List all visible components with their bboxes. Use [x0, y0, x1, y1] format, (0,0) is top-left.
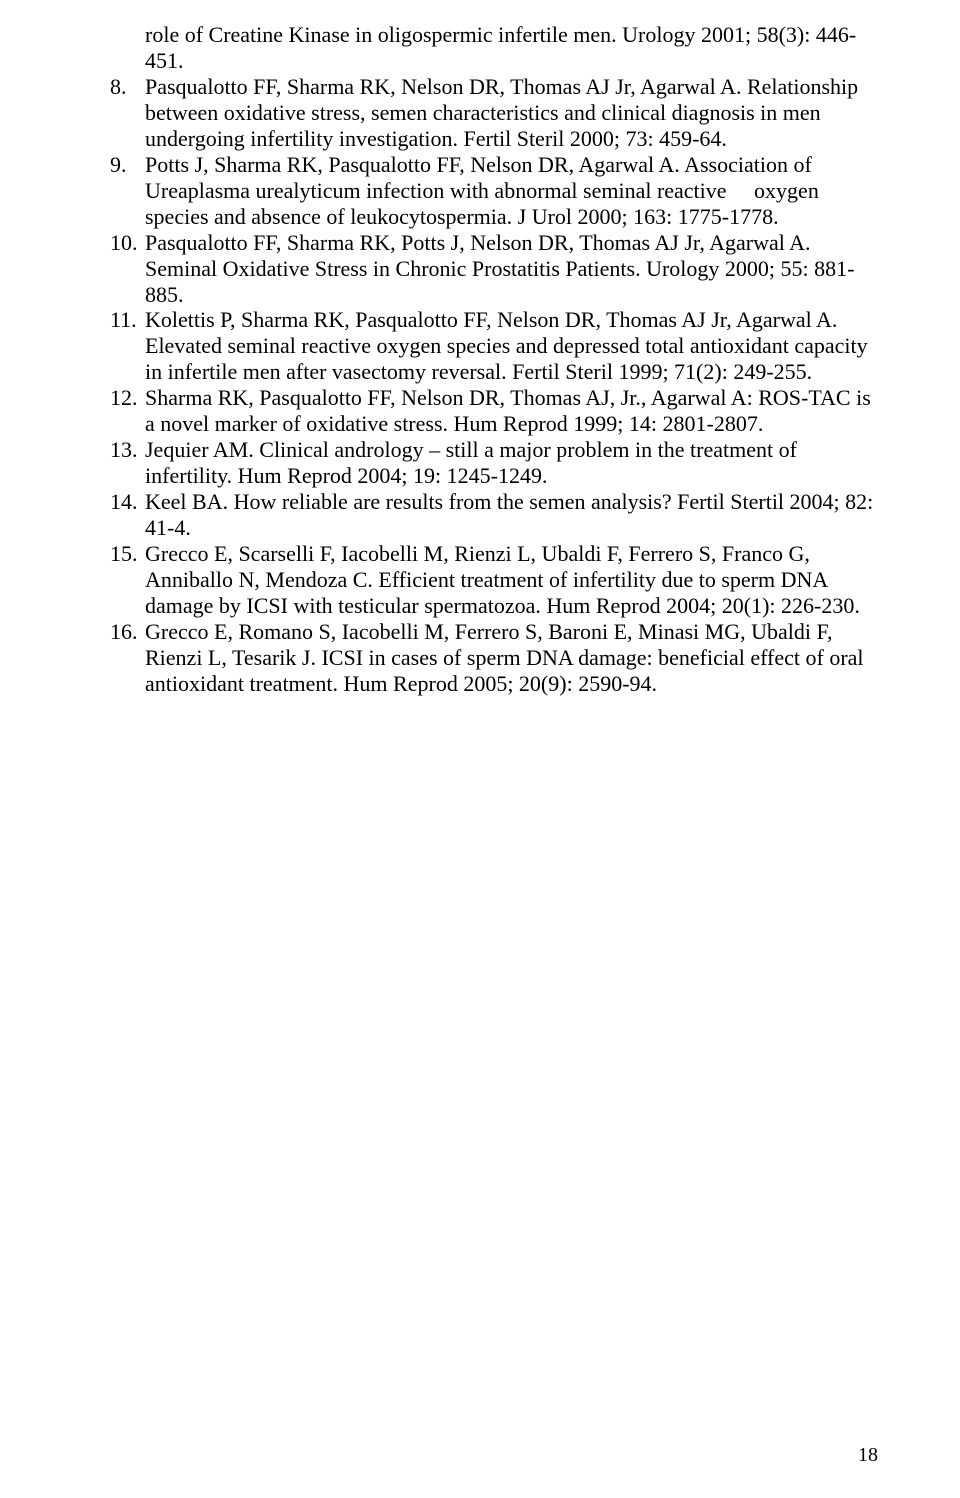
- reference-number: 15.: [110, 541, 138, 567]
- reference-continuation: role of Creatine Kinase in oligospermic …: [110, 22, 878, 74]
- reference-text: Keel BA. How reliable are results from t…: [145, 489, 873, 540]
- reference-number: 12.: [110, 385, 138, 411]
- reference-text: Grecco E, Scarselli F, Iacobelli M, Rien…: [145, 541, 860, 618]
- reference-number: 9.: [110, 152, 127, 178]
- reference-number: 14.: [110, 489, 138, 515]
- reference-text: Kolettis P, Sharma RK, Pasqualotto FF, N…: [145, 307, 868, 384]
- reference-text: Sharma RK, Pasqualotto FF, Nelson DR, Th…: [145, 385, 871, 436]
- reference-item: 15. Grecco E, Scarselli F, Iacobelli M, …: [110, 541, 878, 619]
- reference-text: Grecco E, Romano S, Iacobelli M, Ferrero…: [145, 619, 864, 696]
- reference-item: 8. Pasqualotto FF, Sharma RK, Nelson DR,…: [110, 74, 878, 152]
- reference-item: 16. Grecco E, Romano S, Iacobelli M, Fer…: [110, 619, 878, 697]
- reference-text: Pasqualotto FF, Sharma RK, Potts J, Nels…: [145, 230, 854, 307]
- reference-number: 16.: [110, 619, 138, 645]
- reference-text: Pasqualotto FF, Sharma RK, Nelson DR, Th…: [145, 74, 858, 151]
- reference-item: 13. Jequier AM. Clinical andrology – sti…: [110, 437, 878, 489]
- page-number: 18: [858, 1444, 878, 1468]
- reference-item: 12. Sharma RK, Pasqualotto FF, Nelson DR…: [110, 385, 878, 437]
- reference-item: 10. Pasqualotto FF, Sharma RK, Potts J, …: [110, 230, 878, 308]
- reference-text: Jequier AM. Clinical andrology – still a…: [145, 437, 797, 488]
- reference-item: 9. Potts J, Sharma RK, Pasqualotto FF, N…: [110, 152, 878, 230]
- reference-number: 10.: [110, 230, 138, 256]
- reference-number: 8.: [110, 74, 127, 100]
- reference-item: 11. Kolettis P, Sharma RK, Pasqualotto F…: [110, 307, 878, 385]
- reference-text: Potts J, Sharma RK, Pasqualotto FF, Nels…: [145, 152, 819, 229]
- reference-number: 13.: [110, 437, 138, 463]
- reference-number: 11.: [110, 307, 137, 333]
- references-list: role of Creatine Kinase in oligospermic …: [110, 22, 878, 697]
- reference-item: 14. Keel BA. How reliable are results fr…: [110, 489, 878, 541]
